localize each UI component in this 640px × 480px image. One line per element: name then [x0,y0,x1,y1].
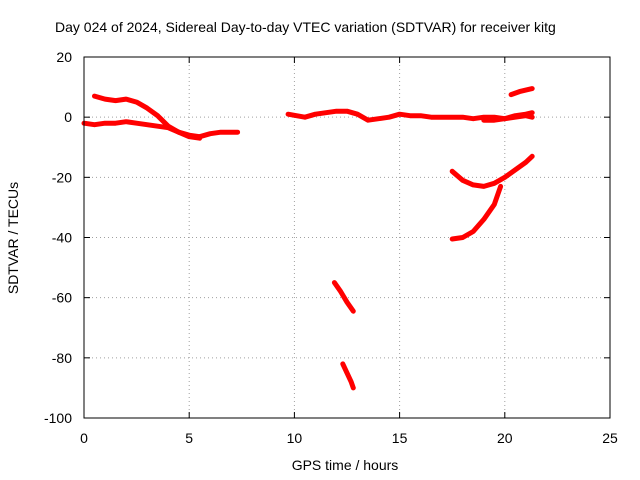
sdtvar-series-2 [92,93,203,141]
x-tick-label: 10 [287,430,303,446]
y-tick-label: -40 [52,230,72,246]
chart-title: Day 024 of 2024, Sidereal Day-to-day VTE… [55,19,556,35]
sdtvar-series-7 [449,183,504,242]
y-tick-label: -80 [52,350,72,366]
x-tick-label: 0 [80,430,88,446]
x-axis-title: GPS time / hours [292,457,399,473]
y-tick-label: -100 [44,410,72,426]
sdtvar-series-4 [481,110,535,123]
sdtvar-series-5 [508,86,535,98]
y-axis-title: SDTVAR / TECUs [5,182,21,294]
sdtvar-series-9 [340,361,356,391]
y-tick-label: 0 [64,109,72,125]
ticks: 0 5 10 15 20 25 -100 -80 -60 -40 -20 0 20 [44,49,618,446]
x-tick-label: 15 [392,430,408,446]
series-layer [81,86,535,391]
sdtvar-series-8 [331,280,356,314]
sdtvar-series-1 [81,119,241,140]
sdtvar-series-6 [449,153,535,189]
x-tick-label: 25 [602,430,618,446]
x-tick-label: 20 [497,430,513,446]
y-tick-label: 20 [56,49,72,65]
y-tick-label: -60 [52,290,72,306]
x-tick-label: 5 [185,430,193,446]
y-tick-label: -20 [52,169,72,185]
